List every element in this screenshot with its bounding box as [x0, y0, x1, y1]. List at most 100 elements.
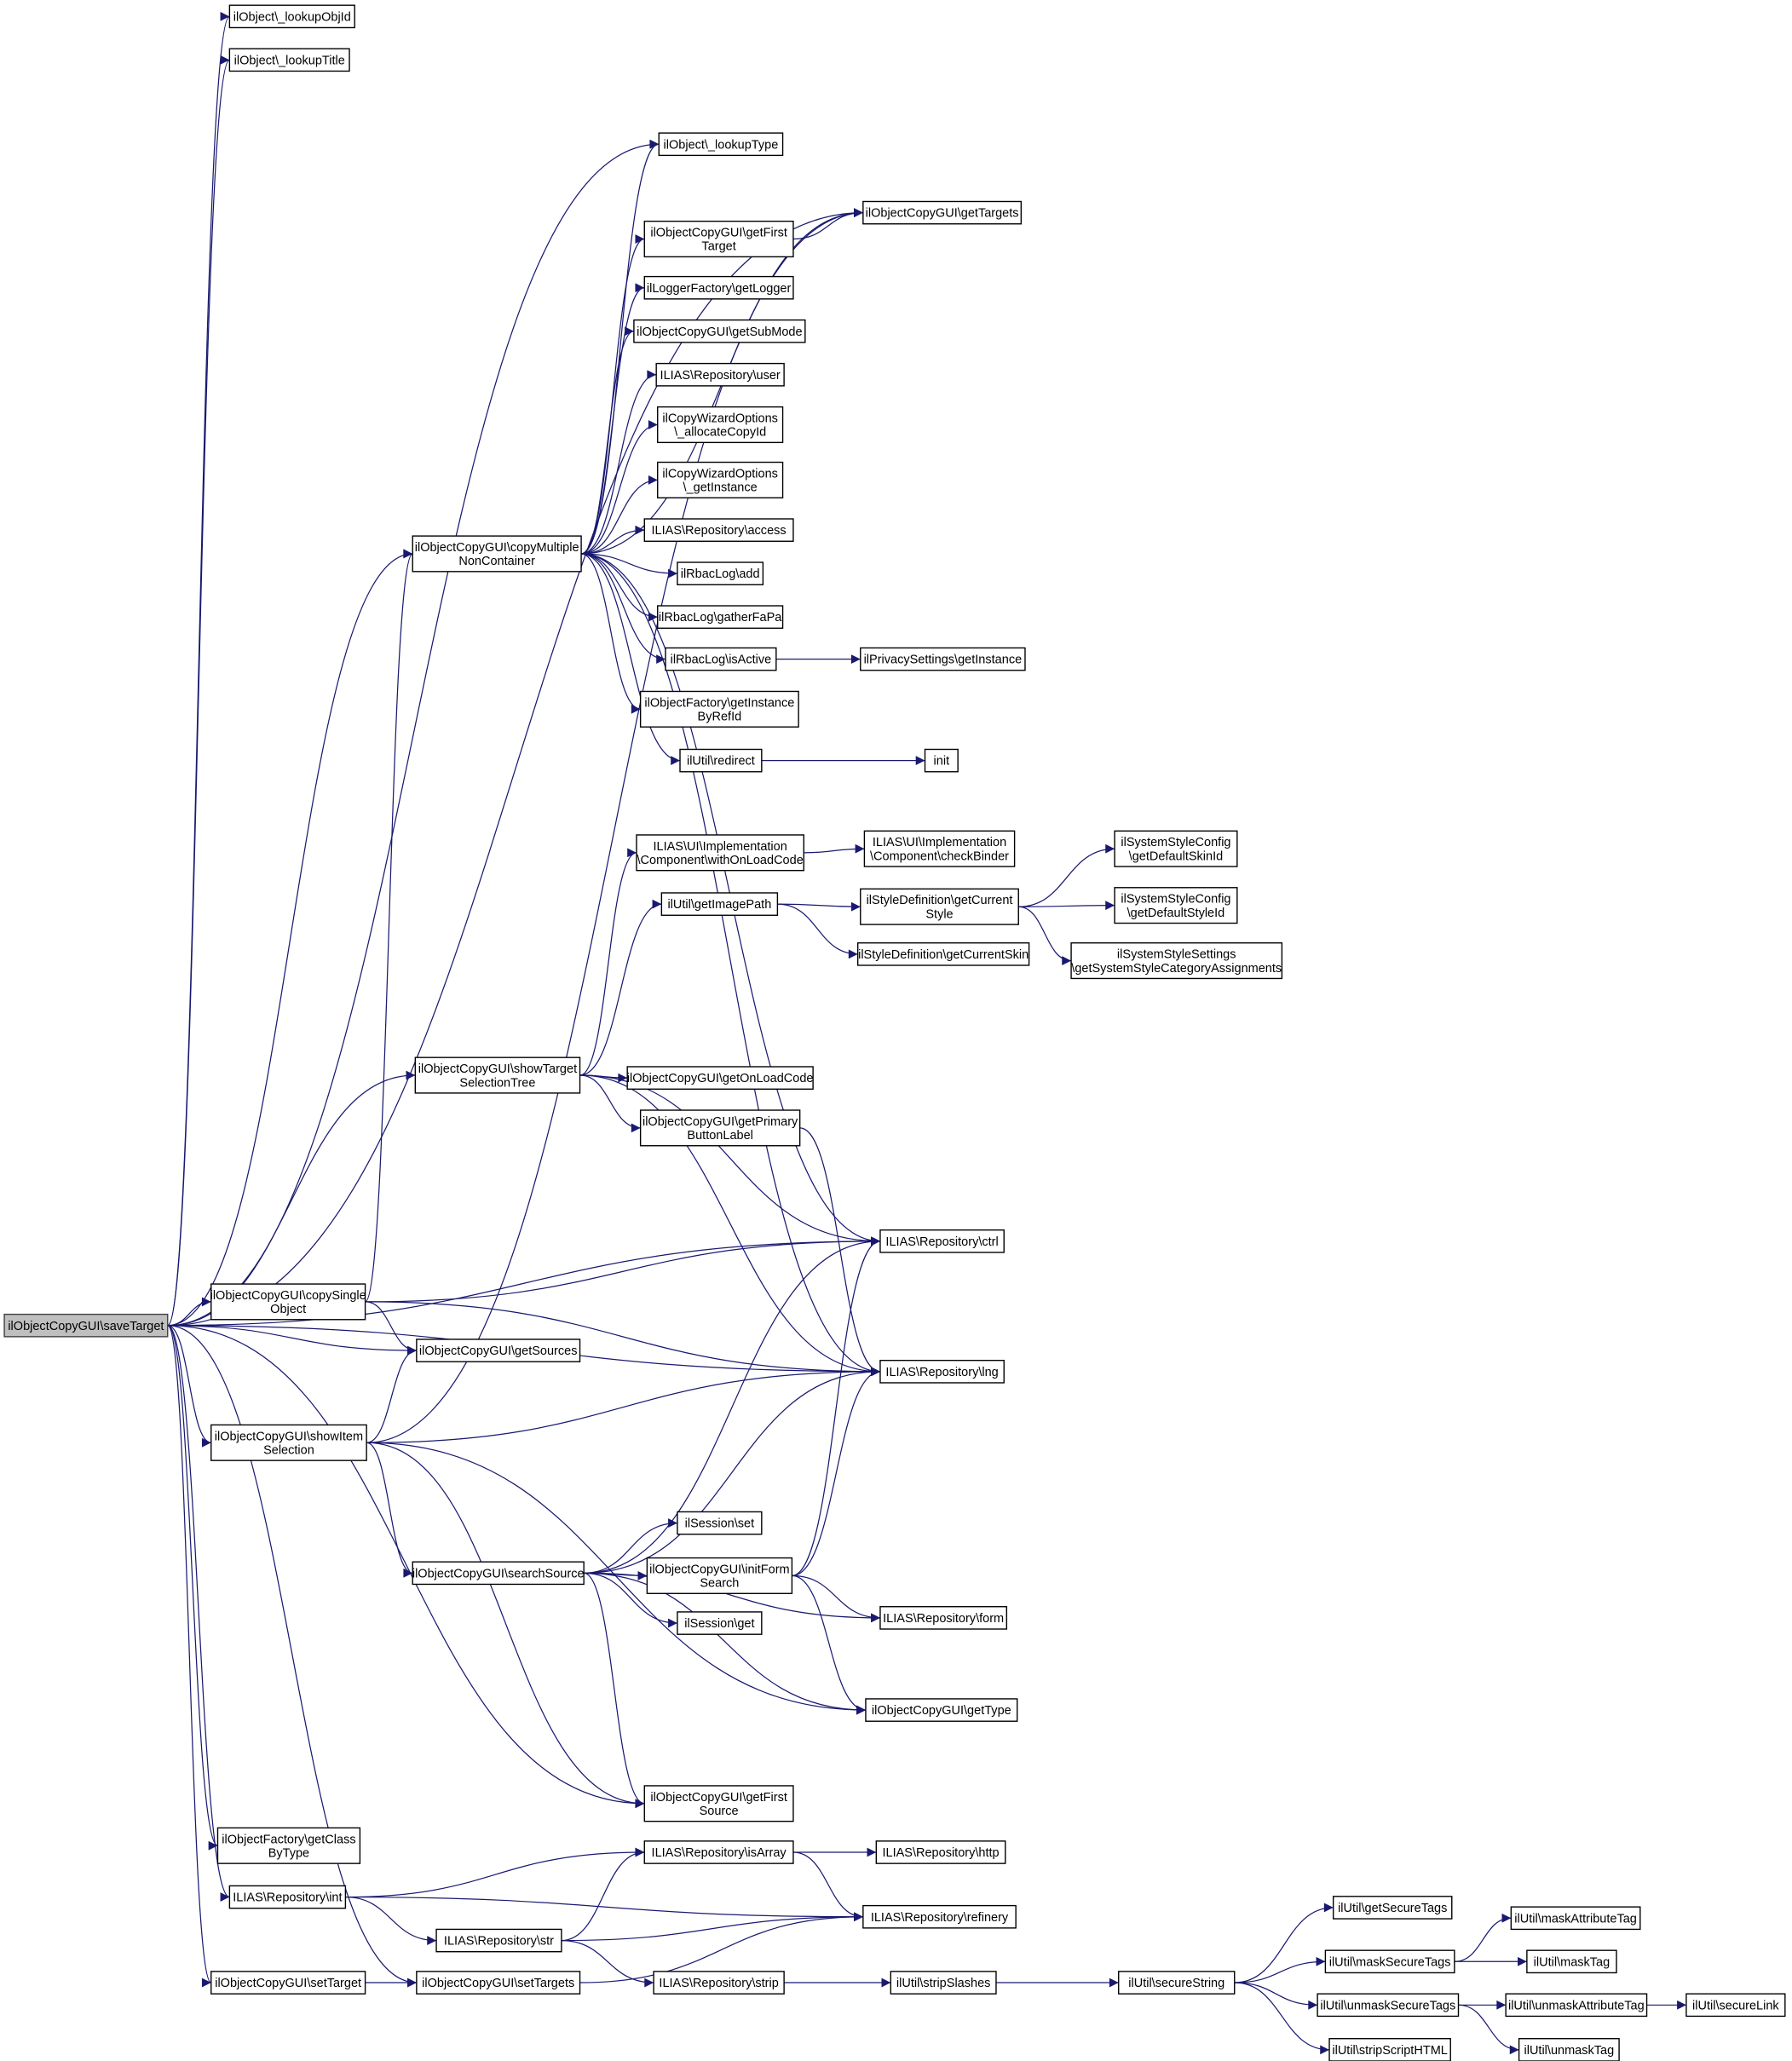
node-strip-script-html[interactable]: ilUtil\stripScriptHTML: [1328, 2038, 1451, 2061]
node-str[interactable]: ILIAS\Repository\str: [435, 1928, 562, 1953]
node-label: ilObjectCopyGUI\getTargets: [866, 207, 1019, 221]
node-int[interactable]: ILIAS\Repository\int: [228, 1885, 347, 1909]
node-get-logger[interactable]: ilLoggerFactory\getLogger: [643, 275, 794, 300]
node-session-get[interactable]: ilSession\get: [677, 1611, 763, 1635]
edge-save-to-get-sources: [167, 1325, 417, 1356]
node-box: [657, 461, 784, 498]
node-strip[interactable]: ILIAS\Repository\strip: [653, 1971, 785, 1995]
edge-copy-multiple-to-cwo-get-instance: [581, 475, 658, 555]
node-box: [657, 605, 784, 629]
node-lookup-type[interactable]: ilObject\_lookupType: [658, 132, 784, 157]
edge-show-target-tree-to-get-primary-button-label: [579, 1074, 641, 1133]
node-lookup-obj-id[interactable]: ilObject\_lookupObjId: [228, 4, 355, 29]
node-box: [860, 888, 1019, 925]
edge-copy-single-to-get-sources: [365, 1301, 417, 1356]
node-mask-attribute-tag[interactable]: ilUtil\maskAttributeTag: [1510, 1906, 1641, 1931]
node-box: [657, 406, 784, 444]
node-label: ilUtil\unmaskAttributeTag: [1508, 1999, 1645, 2012]
node-get-sub-mode[interactable]: ilObjectCopyGUI\getSubMode: [633, 319, 806, 343]
node-box: [1317, 1993, 1460, 2018]
node-form[interactable]: ILIAS\Repository\form: [879, 1606, 1008, 1630]
edge-save-to-lookup-type: [167, 139, 660, 1327]
edge-is-array-to-refinery: [792, 1851, 863, 1922]
node-secure-string[interactable]: ilUtil\secureString: [1118, 1971, 1236, 1995]
node-set-targets[interactable]: ilObjectCopyGUI\setTargets: [416, 1971, 581, 1995]
node-get-on-load-code[interactable]: ilObjectCopyGUI\getOnLoadCode: [626, 1066, 814, 1090]
node-box: [412, 1561, 585, 1586]
edge-unmask-secure-tags-to-unmask-tag: [1458, 2004, 1519, 2055]
node-box: [1328, 2038, 1451, 2061]
node-is-array[interactable]: ILIAS\Repository\isArray: [643, 1840, 794, 1864]
node-unmask-tag[interactable]: ilUtil\unmaskTag: [1518, 2038, 1620, 2061]
node-mask-secure-tags[interactable]: ilUtil\maskSecureTags: [1324, 1949, 1455, 1974]
node-allocate-copy-id[interactable]: ilCopyWizardOptions\_allocateCopyId: [657, 406, 784, 444]
edge-copy-multiple-to-get-first-target: [580, 234, 645, 555]
node-check-binder[interactable]: ILIAS\UI\Implementation\Component\checkB…: [863, 830, 1016, 867]
node-access[interactable]: ILIAS\Repository\access: [643, 518, 794, 542]
node-box: [416, 1971, 581, 1995]
node-search-source[interactable]: ilObjectCopyGUI\searchSource: [412, 1561, 585, 1586]
node-save[interactable]: ilObjectCopyGUI\saveTarget: [3, 1313, 169, 1338]
edge-copy-multiple-to-rbac-add: [581, 553, 677, 579]
node-get-sources[interactable]: ilObjectCopyGUI\getSources: [416, 1338, 581, 1362]
edge-with-on-load-code-to-check-binder: [804, 843, 865, 854]
edge-show-item-selection-to-get-sources: [366, 1345, 417, 1443]
edge-search-source-to-get-type: [584, 1572, 866, 1715]
node-set-target[interactable]: ilObjectCopyGUI\setTarget: [210, 1971, 366, 1995]
node-get-default-skin-id[interactable]: ilSystemStyleConfig\getDefaultSkinId: [1114, 830, 1238, 867]
node-label: Style: [925, 907, 953, 921]
node-unmask-secure-tags[interactable]: ilUtil\unmaskSecureTags: [1317, 1993, 1460, 2018]
node-rbac-add[interactable]: ilRbacLog\add: [677, 561, 764, 585]
edge-search-source-to-session-set: [584, 1518, 677, 1574]
edge-save-to-lookup-obj-id: [167, 12, 230, 1327]
node-get-image-path[interactable]: ilUtil\getImagePath: [660, 892, 779, 916]
node-lng[interactable]: ILIAS\Repository\lng: [879, 1359, 1005, 1384]
node-mask-tag[interactable]: ilUtil\maskTag: [1526, 1949, 1617, 1974]
node-with-on-load-code[interactable]: ILIAS\UI\Implementation\Component\withOn…: [636, 834, 804, 872]
node-label: \_allocateCopyId: [674, 426, 766, 440]
node-http[interactable]: ILIAS\Repository\http: [875, 1840, 1006, 1864]
node-label: Search: [700, 1577, 739, 1591]
node-get-targets[interactable]: ilObjectCopyGUI\getTargets: [862, 200, 1023, 225]
node-label: Source: [700, 1805, 739, 1818]
node-get-default-style-id[interactable]: ilSystemStyleConfig\getDefaultStyleId: [1114, 887, 1238, 924]
node-init[interactable]: init: [924, 748, 959, 773]
node-session-set[interactable]: ilSession\set: [677, 1511, 763, 1535]
node-label: \getDefaultStyleId: [1127, 907, 1225, 920]
node-get-type[interactable]: ilObjectCopyGUI\getType: [865, 1698, 1018, 1722]
node-user[interactable]: ILIAS\Repository\user: [655, 362, 785, 387]
node-gather-fa-pa[interactable]: ilRbacLog\gatherFaPa: [657, 605, 784, 629]
node-privacy-get-instance[interactable]: ilPrivacySettings\getInstance: [860, 647, 1026, 671]
node-label: ilObjectCopyGUI\saveTarget: [8, 1320, 164, 1333]
node-cwo-get-instance[interactable]: ilCopyWizardOptions\_getInstance: [657, 461, 784, 498]
edge-show-target-tree-to-with-on-load-code: [579, 848, 637, 1076]
node-box: [1114, 887, 1238, 924]
node-get-system-style-cat[interactable]: ilSystemStyleSettings\getSystemStyleCate…: [1070, 942, 1283, 980]
node-lookup-title[interactable]: ilObject\_lookupTitle: [228, 48, 350, 72]
node-unmask-attribute-tag[interactable]: ilUtil\unmaskAttributeTag: [1505, 1993, 1648, 2018]
node-is-active[interactable]: ilRbacLog\isActive: [665, 647, 777, 671]
node-strip-slashes[interactable]: ilUtil\stripSlashes: [890, 1971, 997, 1995]
node-get-current-skin[interactable]: ilStyleDefinition\getCurrentSkin: [856, 942, 1030, 966]
node-get-secure-tags[interactable]: ilUtil\getSecureTags: [1332, 1896, 1453, 1920]
edge-str-to-strip: [561, 1939, 654, 1988]
node-ctrl[interactable]: ILIAS\Repository\ctrl: [879, 1229, 1005, 1253]
node-box: [639, 1109, 801, 1147]
node-label: ilObjectCopyGUI\getOnLoadCode: [627, 1072, 814, 1085]
node-box: [875, 1840, 1006, 1864]
edge-save-to-show-item-selection: [167, 1325, 211, 1448]
node-secure-link[interactable]: ilUtil\secureLink: [1685, 1993, 1786, 2018]
node-redirect[interactable]: ilUtil\redirect: [679, 748, 763, 773]
node-refinery[interactable]: ILIAS\Repository\refinery: [862, 1904, 1017, 1929]
